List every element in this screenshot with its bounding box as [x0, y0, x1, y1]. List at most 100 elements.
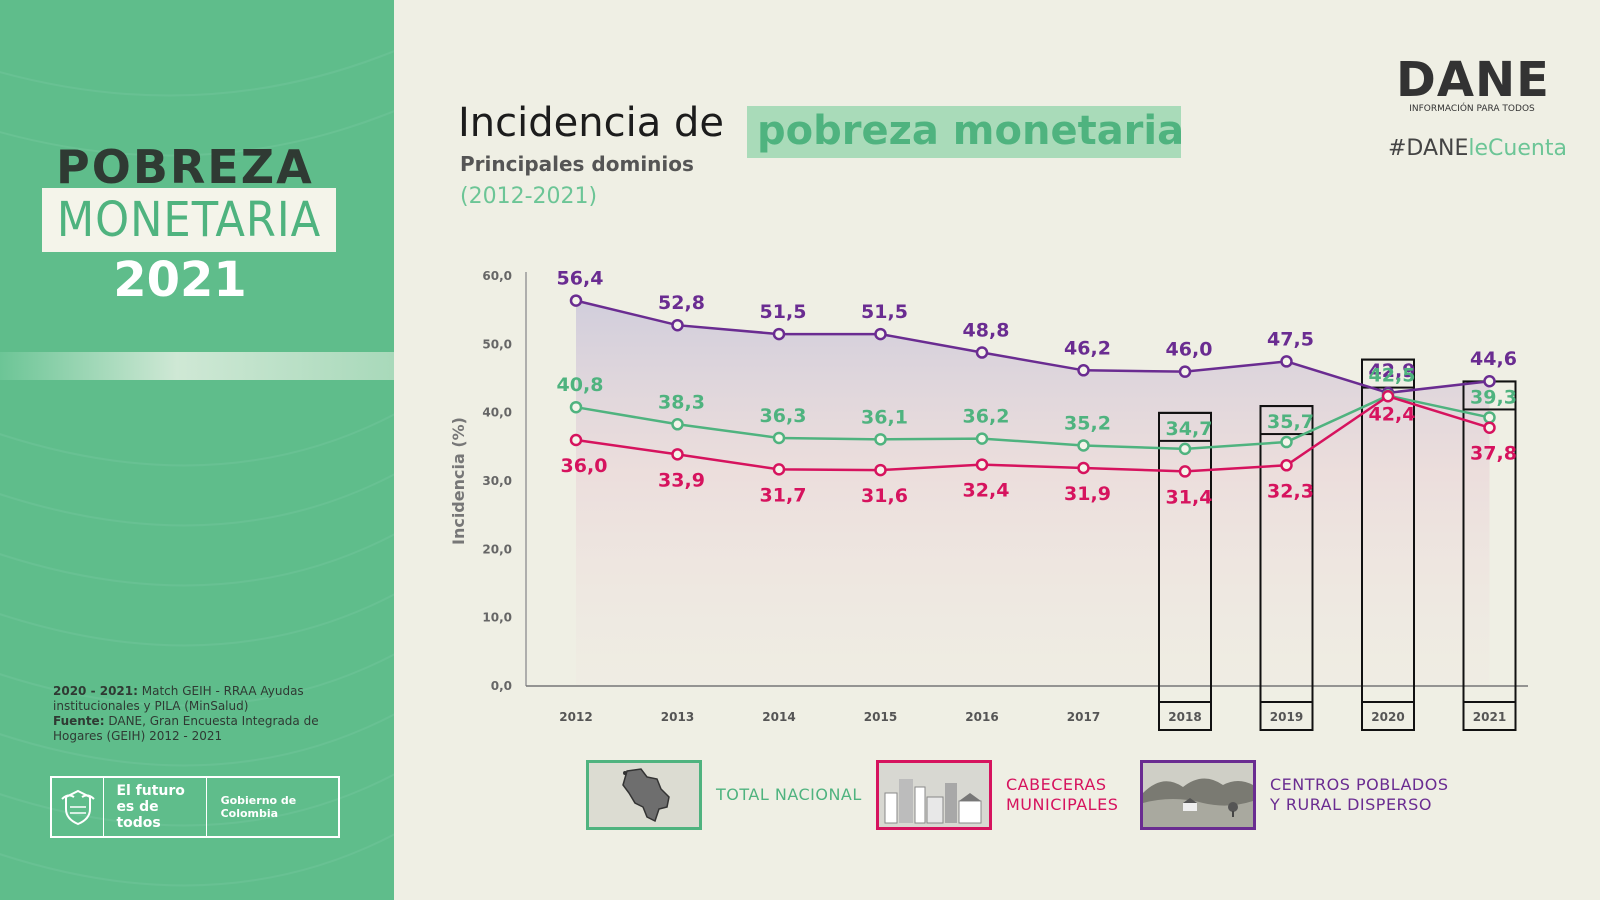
y-tick-label: 20,0 [482, 542, 512, 556]
x-tick-box [1158, 701, 1212, 731]
series-line [575, 394, 1490, 473]
rural-landscape-icon [1140, 760, 1256, 830]
data-label: 34,7 [1166, 418, 1213, 440]
data-point [975, 432, 989, 445]
x-tick-label: 2019 [1270, 710, 1303, 724]
data-point [1178, 442, 1192, 456]
panel-title-monetaria: MONETARIA [42, 188, 336, 252]
colombia-map-icon [586, 760, 702, 830]
x-tick-box [1361, 701, 1415, 731]
x-tick-label: 2014 [762, 710, 795, 724]
data-point [1280, 435, 1293, 449]
data-label: 32,4 [963, 480, 1010, 502]
data-label: 33,9 [658, 469, 705, 491]
data-label: 36,2 [963, 406, 1010, 428]
legend-label-centros-line1: CENTROS POBLADOS [1270, 775, 1449, 794]
data-point [1483, 374, 1496, 388]
y-tick-label: 60,0 [482, 269, 512, 283]
y-tick-label: 0,0 [491, 679, 512, 693]
page-title: Incidencia de [458, 100, 724, 146]
data-label: 51,5 [861, 301, 908, 323]
y-tick-label: 10,0 [482, 611, 512, 625]
data-point [1077, 461, 1090, 475]
city-buildings-icon [876, 760, 992, 830]
hashtag-part-b: leCuenta [1468, 136, 1567, 161]
data-label: 48,8 [963, 320, 1010, 342]
data-label: 56,4 [557, 268, 604, 290]
data-point [671, 318, 684, 332]
x-tick-label: 2021 [1473, 710, 1506, 724]
data-point [671, 448, 684, 461]
data-point [874, 327, 887, 341]
note-text: Match GEIH - RRAA Ayudas institucionales… [53, 684, 304, 713]
page-subtitle: Principales dominios [460, 152, 694, 176]
data-point [1077, 364, 1090, 377]
data-label: 51,5 [760, 301, 807, 323]
source-label: Fuente: [53, 714, 105, 728]
data-label: 32,3 [1267, 480, 1314, 502]
x-tick-label: 2012 [559, 710, 592, 724]
data-point [772, 431, 786, 445]
data-label: 40,8 [557, 374, 604, 396]
data-label: 42,9 [1369, 360, 1416, 382]
y-tick-label: 50,0 [482, 337, 512, 351]
data-point [975, 458, 989, 471]
dane-logo: DANE INFORMACIÓN PARA TODOS [1396, 56, 1549, 114]
legend-label-centros-line2: Y RURAL DISPERSO [1270, 795, 1432, 814]
hashtag-part-a: #DANE [1388, 136, 1469, 161]
data-label: 35,2 [1064, 412, 1111, 434]
legend-label-total-line1: TOTAL NACIONAL [716, 785, 862, 804]
data-label: 39,3 [1470, 386, 1517, 408]
data-point [975, 346, 989, 359]
data-point [1178, 465, 1192, 478]
legend-item-total-nacional: TOTAL NACIONAL [586, 760, 862, 830]
data-point [772, 327, 786, 341]
data-label: 46,0 [1166, 339, 1213, 361]
value-label-box [1158, 411, 1212, 442]
data-label: 35,7 [1267, 411, 1314, 433]
x-tick-label: 2015 [864, 710, 897, 724]
data-label: 31,4 [1166, 486, 1213, 508]
data-point [1077, 439, 1090, 452]
period-label: (2012-2021) [460, 184, 598, 209]
data-point [874, 463, 887, 477]
legend-item-cabeceras: CABECERAS MUNICIPALES [876, 760, 1118, 830]
value-label-box [1259, 405, 1314, 436]
data-label: 46,2 [1064, 337, 1111, 359]
data-label: 31,9 [1064, 483, 1111, 505]
data-label: 36,0 [561, 455, 608, 477]
data-label: 52,8 [658, 292, 705, 314]
decorative-lines [0, 50, 394, 887]
gradient-band [0, 352, 394, 380]
y-tick-label: 40,0 [482, 406, 512, 420]
data-point [874, 433, 887, 446]
data-label: 38,3 [658, 391, 705, 413]
note-label: 2020 - 2021: [53, 684, 138, 698]
data-point [1178, 365, 1192, 378]
data-point [1280, 355, 1293, 368]
data-label: 44,6 [1470, 348, 1517, 370]
slogan-text: El futuro es de todos [104, 778, 207, 836]
source-notes: 2020 - 2021: Match GEIH - RRAA Ayudas in… [53, 684, 363, 744]
data-point [1483, 421, 1496, 434]
data-point [569, 294, 583, 307]
left-panel: POBREZA MONETARIA 2021 2020 - 2021: Matc… [0, 0, 394, 900]
panel-year: 2021 [113, 252, 247, 308]
data-point [1280, 459, 1293, 472]
x-tick-label: 2018 [1168, 710, 1201, 724]
x-tick-box [1259, 701, 1314, 731]
data-label: 31,7 [760, 484, 807, 506]
gobierno-text: Gobierno de Colombia [220, 794, 297, 820]
series-line [575, 394, 1490, 451]
data-label: 37,8 [1470, 443, 1517, 465]
x-tick-box [1462, 701, 1517, 731]
legend-label-cabeceras-line2: MUNICIPALES [1006, 795, 1119, 814]
area-fill [576, 300, 1490, 686]
title-highlight-box: pobreza monetaria [747, 106, 1184, 158]
data-label: 42,5 [1369, 365, 1416, 387]
hashtag: #DANEleCuenta [1388, 136, 1567, 161]
legend-item-centros-poblados: CENTROS POBLADOS Y RURAL DISPERSO [1140, 760, 1449, 830]
data-point [772, 463, 786, 476]
dane-tagline: INFORMACIÓN PARA TODOS [1409, 104, 1535, 114]
x-tick-label: 2016 [965, 710, 998, 724]
